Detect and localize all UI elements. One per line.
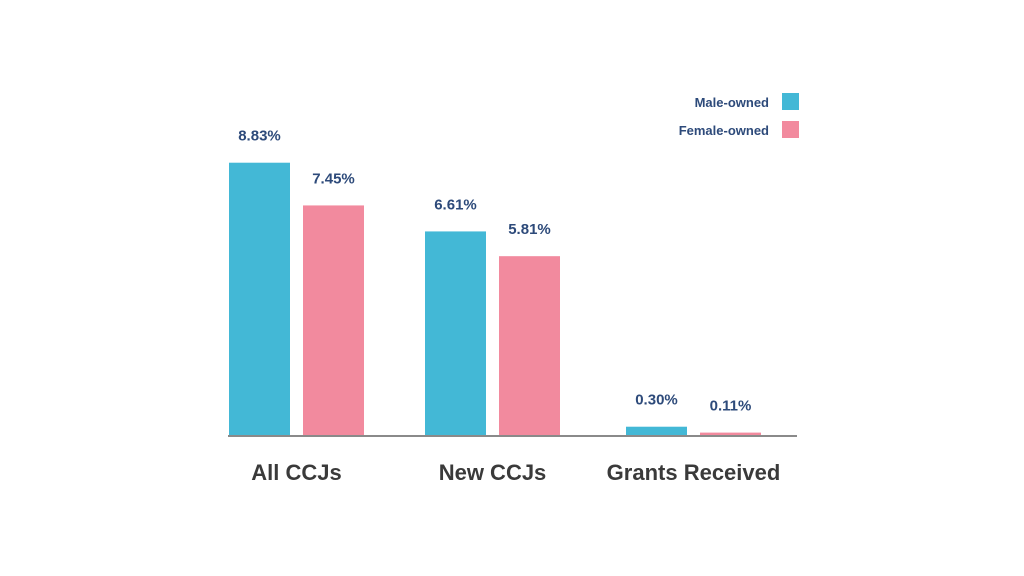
bar-male-0	[229, 162, 290, 437]
category-label-0: All CCJs	[251, 460, 341, 485]
value-label-male-1: 6.61%	[434, 196, 477, 213]
bar-female-0	[303, 205, 364, 436]
legend-swatch-female	[782, 121, 799, 138]
bar-female-1	[499, 256, 560, 436]
value-label-male-2: 0.30%	[635, 392, 678, 409]
value-label-female-2: 0.11%	[710, 398, 752, 415]
value-label-female-0: 7.45%	[312, 170, 355, 187]
bar-female-2	[700, 432, 761, 436]
legend: Male-owned Female-owned	[679, 93, 799, 138]
category-label-2: Grants Received	[607, 460, 781, 485]
value-labels-group: 8.83% 7.45% 6.61% 5.81% 0.30% 0.11%	[238, 128, 751, 415]
legend-label-male: Male-owned	[695, 95, 769, 110]
value-label-female-1: 5.81%	[508, 221, 551, 238]
value-label-male-0: 8.83%	[238, 128, 281, 145]
legend-swatch-male	[782, 93, 799, 110]
bar-male-2	[626, 426, 687, 436]
legend-label-female: Female-owned	[679, 123, 769, 138]
category-label-1: New CCJs	[439, 460, 547, 485]
bars-group	[229, 162, 761, 437]
bar-male-1	[425, 231, 486, 436]
category-labels-group: All CCJs New CCJs Grants Received	[251, 460, 780, 485]
